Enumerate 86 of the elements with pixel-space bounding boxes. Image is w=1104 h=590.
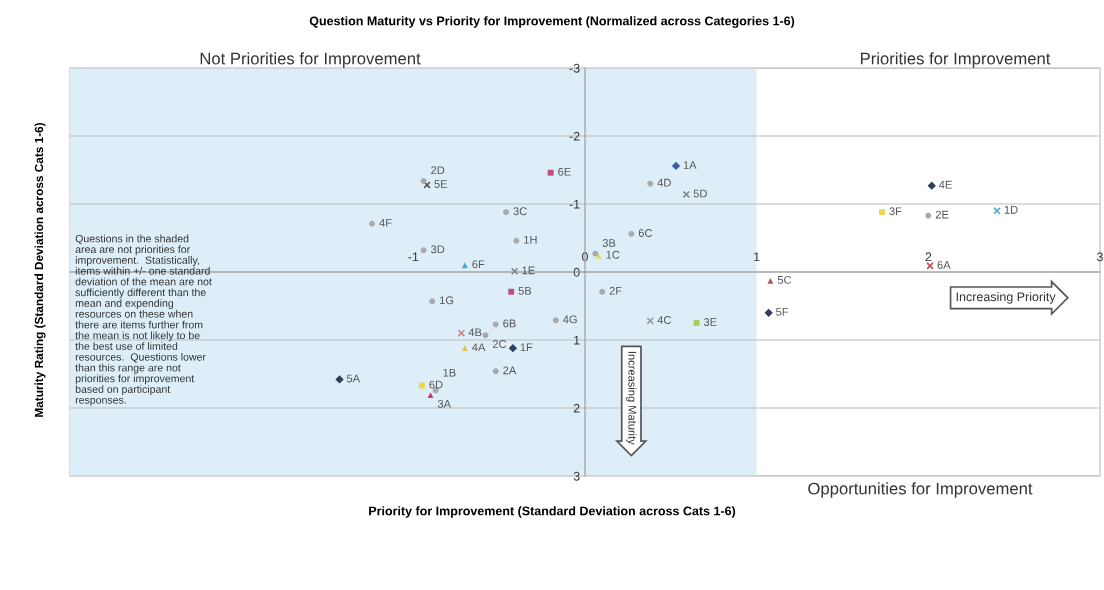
point <box>423 181 431 189</box>
annotation: 1C <box>606 250 620 259</box>
y-tick-label: -1 <box>569 199 580 209</box>
annotation: Increasing Priority <box>956 292 1056 304</box>
point <box>767 277 774 284</box>
annotation: 3D <box>431 245 445 254</box>
x-tick-label: 1 <box>754 252 760 262</box>
point <box>420 177 427 184</box>
annotation: 2C <box>492 340 507 348</box>
y-tick-label: 2 <box>573 403 580 413</box>
annotation: 5D <box>693 189 707 198</box>
annotation: 1D <box>1004 206 1018 214</box>
annotation: 3E <box>703 318 717 326</box>
annotation: 6E <box>558 167 571 176</box>
annotation: 1F <box>520 343 533 352</box>
annotation: 6F <box>472 260 485 269</box>
point <box>879 209 885 216</box>
point <box>492 368 499 375</box>
annotation: 4E <box>938 180 952 189</box>
point <box>693 320 700 326</box>
point <box>552 317 559 324</box>
annotation: 5F <box>776 308 789 316</box>
annotation: 5A <box>346 374 361 383</box>
text: Priorities for Improvement <box>860 52 1051 68</box>
annotation: 2F <box>609 286 622 295</box>
annotation: 3C <box>513 207 527 216</box>
annotation: 5B <box>518 286 532 295</box>
point <box>427 392 434 399</box>
annotation: 4F <box>379 218 392 227</box>
x-tick-label: 3 <box>1097 252 1103 262</box>
point <box>429 298 436 305</box>
point <box>492 321 499 328</box>
point <box>547 169 554 176</box>
point <box>671 161 681 171</box>
point <box>513 237 520 244</box>
point <box>764 308 773 317</box>
annotation: 1G <box>440 296 454 305</box>
annotation: 6D <box>429 380 443 389</box>
annotation: 2E <box>935 210 949 219</box>
annotation: 6A <box>937 260 951 269</box>
text: Not Priorities for Improvement <box>200 52 421 68</box>
point <box>508 288 515 295</box>
annotation: 6B <box>503 319 516 328</box>
y-tick-label: 0 <box>573 267 580 277</box>
text: Questions in the shaded area are not priorities for improvement. Statistically, items within +/- one standard deviation of the mean are not sufficiently different than the mean and expending resources on these when there are items further from the mean is not likely to be the best use of limited resources. Questions lower than this range are not priorities for improvement based on participant responses. <box>75 234 212 406</box>
annotation: 1A <box>683 161 697 169</box>
text: Opportunities for Improvement <box>808 482 1033 498</box>
y-tick-label: -3 <box>569 63 580 73</box>
annotation: 4B <box>468 328 482 337</box>
point <box>599 288 606 295</box>
point <box>628 230 635 237</box>
annotation: 2D <box>431 166 445 175</box>
point <box>503 209 509 216</box>
annotation: 5E <box>434 180 448 188</box>
point <box>482 332 489 339</box>
chart-title: Question Maturity vs Priority for Improvement (Normalized across Categories 1-6) <box>309 16 795 28</box>
annotation: 4D <box>657 178 671 187</box>
x-tick-label: 2 <box>925 252 932 262</box>
annotation: 5C <box>777 275 792 284</box>
annotation: 6C <box>638 229 653 237</box>
point <box>335 375 344 384</box>
point <box>418 382 425 389</box>
point <box>647 180 654 187</box>
annotation: 4A <box>472 343 486 352</box>
x-axis-title: Priority for Improvement (Standard Deviation across Cats 1-6) <box>369 506 736 518</box>
point <box>369 220 376 227</box>
annotation: 1B <box>443 368 456 377</box>
annotation: 3A <box>437 399 452 408</box>
point <box>420 247 427 254</box>
annotation: Increasing Maturity <box>626 351 637 445</box>
annotation: 3B <box>602 239 616 247</box>
y-tick-label: 3 <box>573 471 580 481</box>
point <box>927 181 936 190</box>
annotation: 4G <box>563 315 577 324</box>
y-tick-label: 1 <box>574 335 580 345</box>
y-tick-label: -2 <box>569 131 580 141</box>
y-axis-title: Maturity Rating (Standard Deviation across Cats 1-6) <box>34 122 46 417</box>
annotation: 4C <box>657 316 671 324</box>
point <box>510 267 519 276</box>
x-tick-label: -1 <box>408 252 419 262</box>
annotation: 1E <box>522 266 535 275</box>
annotation: 2A <box>503 366 517 375</box>
annotation: 3F <box>889 207 902 216</box>
annotation: 1H <box>524 235 537 244</box>
x-tick-label: 0 <box>582 252 588 262</box>
point <box>508 343 518 353</box>
